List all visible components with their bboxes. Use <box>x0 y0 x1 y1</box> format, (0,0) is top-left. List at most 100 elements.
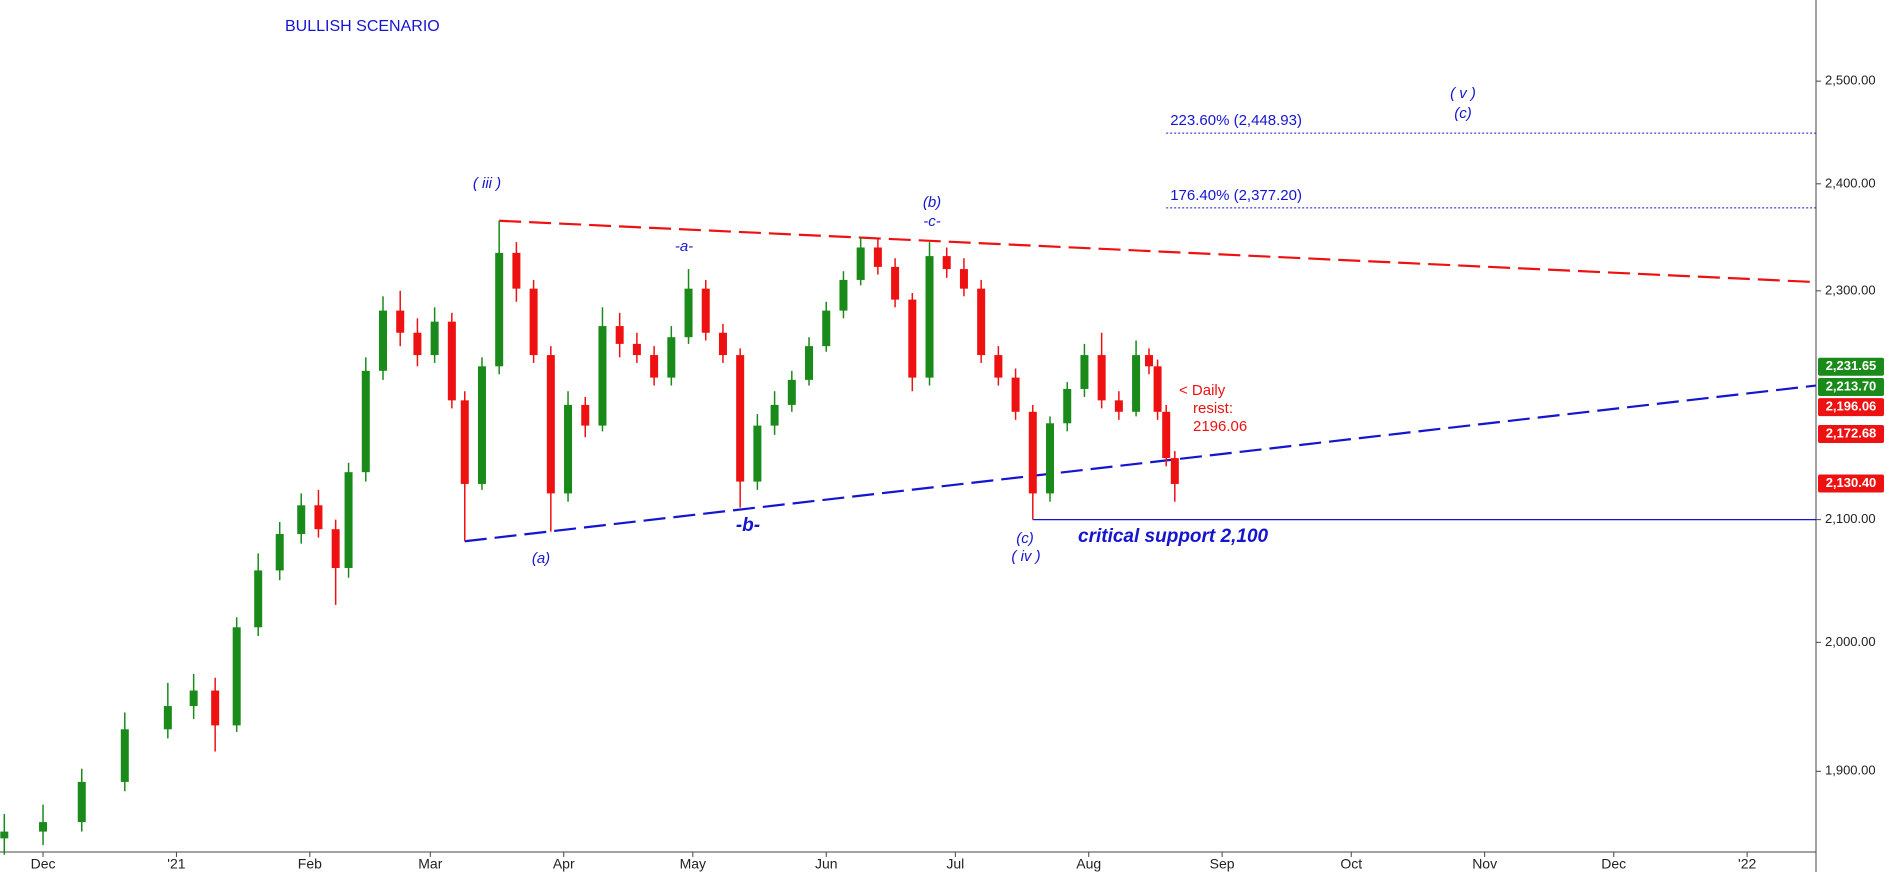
y-tick-label: 1,900.00 <box>1825 763 1876 778</box>
annotation: critical support 2,100 <box>1078 526 1269 547</box>
x-tick-label: Mar <box>418 856 442 872</box>
annotation: (c) <box>1454 105 1472 122</box>
candle-body <box>667 337 676 378</box>
candle-body <box>447 321 456 401</box>
candle-body <box>1097 355 1106 401</box>
candle-body <box>1162 411 1171 459</box>
candle-body <box>77 781 86 823</box>
candle-body <box>632 343 641 356</box>
candle-body <box>650 355 659 378</box>
candle-body <box>460 400 469 484</box>
price-tag-label: 2,196.06 <box>1826 399 1877 414</box>
candle-body <box>908 299 917 378</box>
candle-body <box>1153 366 1162 412</box>
candle-body <box>297 505 306 535</box>
candle-body <box>331 529 340 568</box>
candle-body <box>495 252 504 367</box>
price-tag <box>1818 474 1884 493</box>
x-tick-label: Jun <box>815 856 838 872</box>
candle-body <box>942 256 951 270</box>
candle-body <box>564 404 573 494</box>
x-tick-label: May <box>680 856 706 872</box>
candle-body <box>254 570 263 628</box>
candle-body <box>736 355 745 482</box>
candle-body <box>0 831 9 839</box>
candle-body <box>615 326 624 344</box>
candle-body <box>753 425 762 482</box>
candle-body <box>1170 458 1179 484</box>
candle-body <box>873 247 882 267</box>
candle-body <box>805 346 814 380</box>
fib-label: 176.40% (2,377.20) <box>1170 187 1302 204</box>
candle-body <box>120 729 129 782</box>
candle-body <box>684 288 693 338</box>
candle-body <box>1132 355 1141 412</box>
candle-body <box>1011 377 1020 412</box>
chart-title: BULLISH SCENARIO <box>285 18 440 35</box>
price-tag <box>1818 398 1884 417</box>
candle-body <box>1114 400 1123 412</box>
candle-body <box>598 326 607 426</box>
x-tick-label: Feb <box>298 856 322 872</box>
candle-body <box>839 279 848 311</box>
candle-body <box>413 332 422 356</box>
candle-body <box>994 355 1003 378</box>
fib-label: 223.60% (2,448.93) <box>1170 112 1302 129</box>
candle-body <box>1144 355 1153 367</box>
annotation: 2196.06 <box>1193 418 1247 435</box>
candle-body <box>378 310 387 371</box>
candle-body <box>822 310 831 347</box>
candle-body <box>477 366 486 484</box>
annotation: ( iii ) <box>473 175 501 192</box>
candle-body <box>546 355 555 494</box>
candle-body <box>344 472 353 568</box>
annotation: resist: <box>1193 400 1233 417</box>
candle-body <box>189 690 198 706</box>
x-tick-label: '21 <box>167 856 185 872</box>
annotation: (b) <box>923 194 941 211</box>
candle-body <box>396 310 405 333</box>
candle-body <box>925 256 934 378</box>
candle-body <box>770 404 779 426</box>
annotation: (a) <box>532 550 550 567</box>
candle-body <box>529 288 538 356</box>
candle-body <box>891 266 900 300</box>
trendline <box>499 219 1817 284</box>
price-tag-label: 2,213.70 <box>1826 378 1877 393</box>
candle-body <box>361 370 370 473</box>
annotation: -b- <box>736 515 760 536</box>
y-tick-label: 2,300.00 <box>1825 282 1876 297</box>
x-tick-label: Apr <box>553 856 575 872</box>
x-tick-label: Aug <box>1076 856 1101 872</box>
annotation: ( v ) <box>1450 85 1476 102</box>
price-tag <box>1818 425 1884 444</box>
candle-body <box>959 269 968 289</box>
annotation: < Daily <box>1179 382 1226 399</box>
candle-body <box>1046 423 1055 494</box>
annotation: ( iv ) <box>1011 548 1040 565</box>
candle-body <box>39 822 48 832</box>
x-tick-label: Dec <box>31 856 56 872</box>
y-tick-label: 2,100.00 <box>1825 511 1876 526</box>
candle-body <box>163 705 172 730</box>
candle-body <box>211 690 220 726</box>
candle-body <box>430 321 439 356</box>
x-tick-label: '22 <box>1738 856 1756 872</box>
price-tag <box>1818 357 1884 376</box>
annotation: -a- <box>675 238 693 255</box>
x-tick-label: Oct <box>1340 856 1362 872</box>
candle-body <box>1063 388 1072 424</box>
annotation: -c- <box>923 213 941 230</box>
price-tag-label: 2,231.65 <box>1826 358 1877 373</box>
x-tick-label: Jul <box>946 856 964 872</box>
candle-body <box>275 534 284 571</box>
y-tick-label: 2,000.00 <box>1825 634 1876 649</box>
candle-body <box>718 332 727 356</box>
price-tag-label: 2,130.40 <box>1826 475 1877 490</box>
price-tag-label: 2,172.68 <box>1826 425 1877 440</box>
price-tag <box>1818 378 1884 397</box>
candle-body <box>977 288 986 356</box>
candle-body <box>856 247 865 280</box>
candle-body <box>232 627 241 726</box>
trendline <box>464 384 1817 543</box>
